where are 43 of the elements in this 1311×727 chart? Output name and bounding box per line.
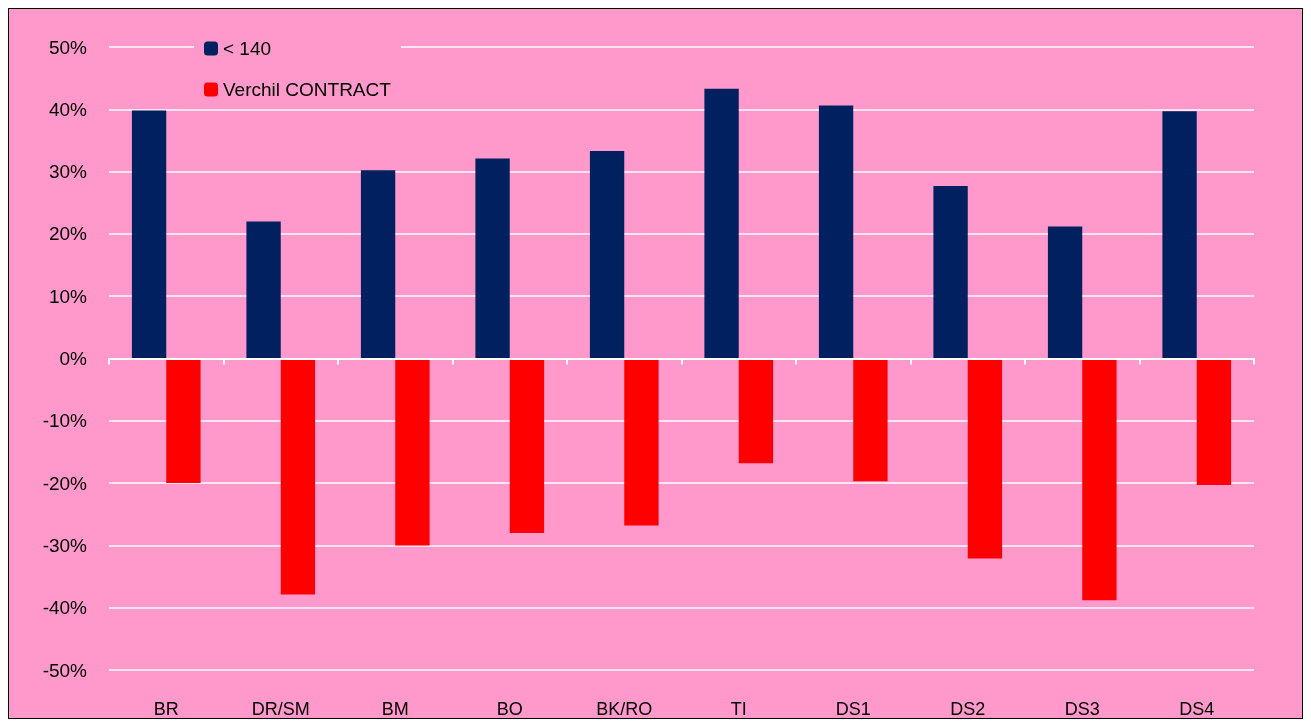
bar <box>624 358 659 526</box>
y-tick-label: -50% <box>42 659 88 681</box>
bar <box>360 170 396 359</box>
y-tick-label: 10% <box>48 285 88 307</box>
bar <box>818 105 854 359</box>
bar <box>967 358 1003 559</box>
y-tick-label: 0% <box>59 348 88 369</box>
y-tick-label: -40% <box>42 597 88 619</box>
x-tick-label: BR <box>153 699 179 719</box>
x-tick-label: BM <box>381 699 409 719</box>
x-tick-label: TI <box>730 699 747 719</box>
x-tick-label: DS4 <box>1179 699 1215 719</box>
bar <box>475 158 510 359</box>
y-tick-label: 40% <box>48 98 88 120</box>
bar <box>166 358 201 484</box>
bar <box>1196 358 1232 485</box>
x-tick-label: BO <box>496 699 523 719</box>
bar <box>509 358 545 533</box>
bar <box>1047 226 1083 359</box>
bar <box>280 358 316 595</box>
bar <box>246 221 281 359</box>
bar <box>1082 358 1117 601</box>
x-tick-label: DS3 <box>1064 699 1100 719</box>
bar <box>853 358 888 482</box>
x-tick-label: DR/SM <box>251 699 310 719</box>
x-tick-label: DS1 <box>835 699 871 719</box>
y-tick-label: -30% <box>42 534 88 556</box>
legend-label: Verchil CONTRACT <box>223 79 392 100</box>
x-tick-label: DS2 <box>950 699 986 719</box>
bar <box>589 151 625 359</box>
bar <box>1162 111 1197 359</box>
legend-label: < 140 <box>223 38 272 59</box>
y-tick-label: 20% <box>48 223 88 245</box>
y-tick-label: 30% <box>48 161 88 183</box>
bar <box>131 110 167 359</box>
bar <box>738 358 774 464</box>
bar <box>704 88 739 359</box>
bar <box>395 358 430 546</box>
y-tick-label: -10% <box>42 410 88 432</box>
x-tick-label: BK/RO <box>596 699 653 719</box>
y-tick-label: -20% <box>42 472 88 494</box>
y-tick-label: 50% <box>48 36 88 58</box>
bar <box>933 185 968 359</box>
